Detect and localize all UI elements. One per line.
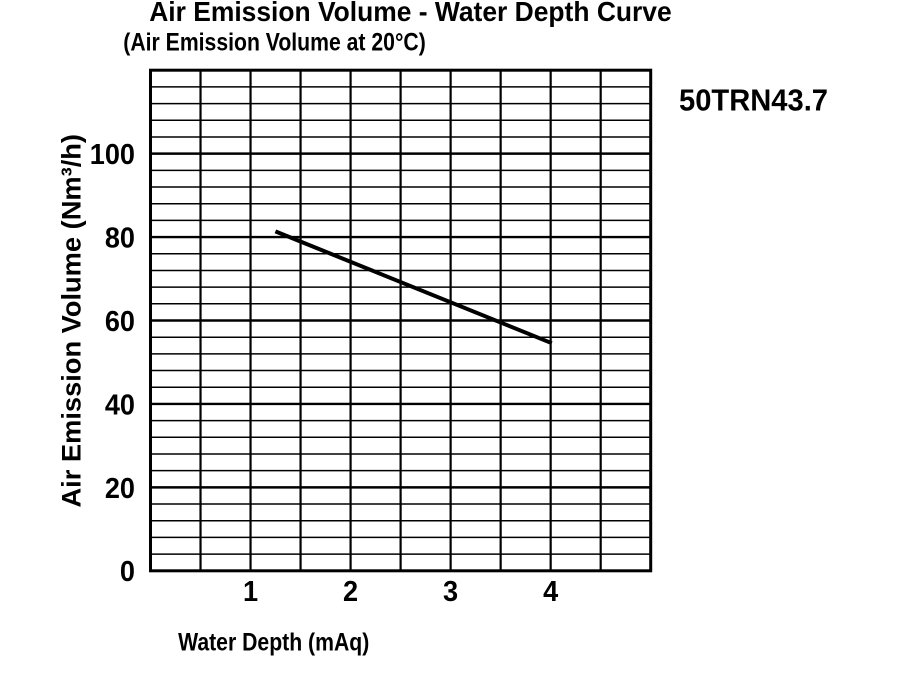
svg-text:(Air Emission Volume at 20°C): (Air Emission Volume at 20°C) (123, 28, 426, 56)
svg-text:Air Emission Volume (Nm³/h): Air Emission Volume (Nm³/h) (57, 134, 87, 508)
svg-text:60: 60 (105, 306, 135, 338)
svg-text:0: 0 (120, 556, 135, 588)
svg-text:4: 4 (543, 576, 558, 608)
svg-text:80: 80 (105, 223, 135, 255)
svg-text:3: 3 (443, 576, 458, 608)
svg-text:50TRN43.7: 50TRN43.7 (679, 83, 828, 117)
svg-text:2: 2 (343, 576, 358, 608)
svg-text:20: 20 (105, 473, 135, 505)
svg-text:1: 1 (243, 576, 258, 608)
svg-text:40: 40 (105, 389, 135, 421)
svg-text:Air Emission Volume - Water De: Air Emission Volume - Water Depth Curve (149, 0, 672, 27)
svg-text:Water Depth (mAq): Water Depth (mAq) (178, 629, 369, 657)
svg-text:100: 100 (90, 139, 135, 171)
